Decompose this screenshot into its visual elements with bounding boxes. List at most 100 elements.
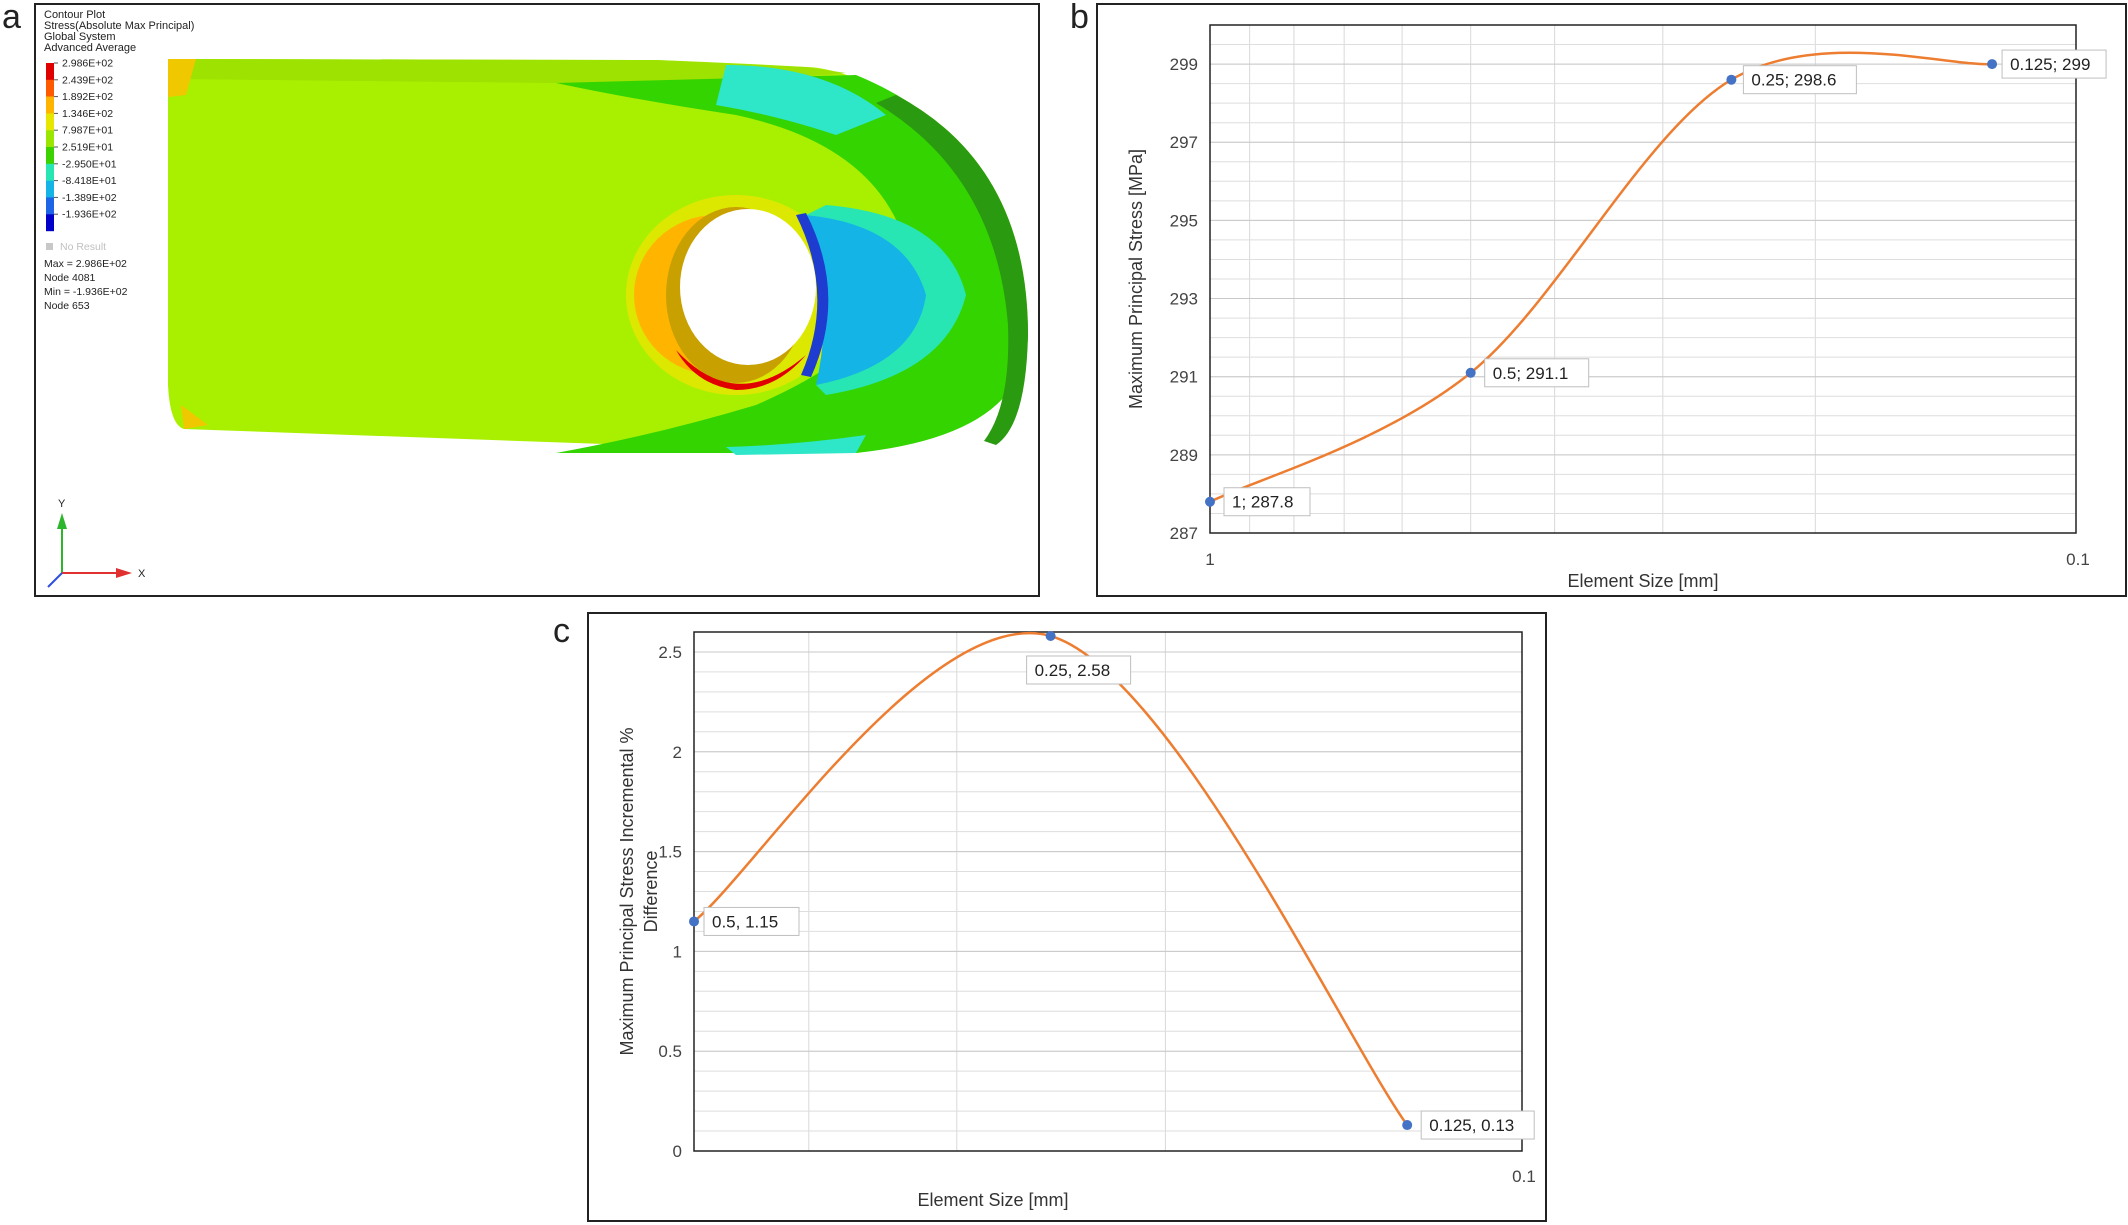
stress-blue-zone	[806, 215, 936, 385]
plot-area	[1209, 24, 2077, 534]
legend-footer-line: Node 4081	[44, 272, 96, 284]
legend-level-label: 1.892E+02	[62, 91, 113, 103]
legend-color-swatch	[46, 214, 54, 232]
legend-level-label: -1.389E+02	[62, 192, 117, 204]
legend-color-swatch	[46, 96, 54, 114]
data-point	[1465, 367, 1476, 378]
data-point	[1987, 59, 1998, 70]
hole-opening	[680, 209, 816, 365]
data-label-box	[1420, 1110, 1535, 1140]
data-label-box	[1026, 655, 1132, 685]
legend-color-swatch	[46, 180, 54, 198]
data-label: 0.5, 1.15	[712, 912, 778, 931]
y-tick-label: 287	[1170, 524, 1198, 543]
panel-c-frame: 0 0.5 1 1.5 2 2.5 0.1 Element Size [mm] Maximum …	[587, 612, 1547, 1222]
y-tick-label: 297	[1170, 133, 1198, 152]
legend-header-line: Advanced Average	[44, 42, 136, 54]
legend-color-swatch	[46, 63, 54, 80]
legend-footer-line: Node 653	[44, 300, 90, 312]
data-point	[1726, 74, 1737, 85]
series-line	[693, 632, 1409, 1126]
y-tick-label: 1	[673, 942, 682, 961]
cyan-top	[716, 65, 886, 135]
legend-level-label: 2.986E+02	[62, 58, 113, 70]
legend-level-label: 7.987E+01	[62, 125, 113, 137]
legend-header-line: Stress(Absolute Max Principal)	[44, 20, 194, 32]
legend-color-swatch	[46, 79, 54, 97]
hole-red-zone	[676, 350, 806, 390]
y-axis-title-line: Difference	[641, 851, 661, 933]
y-tick-label: 299	[1170, 55, 1198, 74]
data-label-box	[1742, 65, 1857, 95]
y-tick-label: 0	[673, 1142, 682, 1161]
data-point	[1045, 630, 1056, 641]
y-tick-label: 295	[1170, 211, 1198, 230]
incremental-difference-chart: 0 0.5 1 1.5 2 2.5 0.1 Element Size [mm] Maximum …	[617, 630, 1536, 1210]
y-tick-label: 2	[673, 743, 682, 762]
left-edge-bottom	[181, 405, 208, 429]
data-label-box	[1223, 487, 1311, 517]
legend-level-label: 2.439E+02	[62, 74, 113, 86]
coordinate-triad: Y X	[47, 498, 146, 588]
y-tick-label: 0.5	[658, 1042, 682, 1061]
cyan-bottom	[726, 435, 866, 455]
x-tick-label: 0.1	[2066, 550, 2090, 569]
data-point	[1402, 1120, 1413, 1131]
data-point	[689, 916, 699, 927]
panel-b-frame: 287 289 291 293 295 297 299 1 0.1 Element Size [m…	[1096, 3, 2127, 597]
end-thickness	[876, 95, 1028, 445]
legend-color-swatch	[46, 197, 54, 215]
no-result-swatch	[46, 243, 53, 250]
legend-color-swatch	[46, 147, 54, 164]
y-tick-label: 293	[1170, 290, 1198, 309]
data-label: 0.25, 2.58	[1035, 661, 1111, 680]
series-line	[1209, 51, 1993, 503]
data-label-box	[703, 906, 800, 936]
data-label-box	[2001, 49, 2107, 79]
plate-top-edge	[168, 59, 846, 83]
data-label: 0.125, 0.13	[1429, 1116, 1514, 1135]
legend-level-label: -1.936E+02	[62, 209, 117, 221]
no-result-label: No Result	[60, 241, 106, 253]
data-label-box	[1484, 358, 1590, 388]
legend-level-label: -8.418E+01	[62, 175, 117, 187]
x-tick-label: 0.1	[1512, 1167, 1536, 1186]
data-label: 0.25; 298.6	[1751, 71, 1836, 90]
stress-vs-element-size-chart: 287 289 291 293 295 297 299 1 0.1 Element Size [m…	[1126, 24, 2107, 591]
legend-level-label: -2.950E+01	[62, 158, 117, 170]
data-label: 0.125; 299	[2010, 55, 2090, 74]
data-label: 1; 287.8	[1232, 493, 1293, 512]
legend-footer-line: Min = -1.936E+02	[44, 286, 128, 298]
legend-header-line: Global System	[44, 31, 116, 43]
legend-footer-line: Max = 2.986E+02	[44, 258, 127, 270]
legend-header-line: Contour Plot	[44, 9, 105, 21]
panel-a-frame: Y X Contour Plot Stress(Absolute Max Prin…	[34, 3, 1040, 597]
plot-area	[693, 631, 1523, 1152]
panel-c-letter: c	[553, 612, 570, 650]
y-axis-title: Maximum Principal Stress [MPa]	[1126, 149, 1146, 409]
y-tick-label: 2.5	[658, 643, 682, 662]
legend-color-swatch	[46, 130, 54, 148]
panel-b-letter: b	[1070, 0, 1089, 36]
legend-level-label: 2.519E+01	[62, 142, 113, 154]
y-tick-label: 289	[1170, 446, 1198, 465]
y-tick-label: 1.5	[658, 843, 682, 862]
data-point	[1205, 496, 1215, 507]
x-axis-title: Element Size [mm]	[1567, 571, 1718, 591]
legend-color-swatch	[46, 113, 54, 131]
legend-color-swatch	[46, 163, 54, 181]
y-tick-label: 291	[1170, 368, 1198, 387]
hole-blue-edge	[796, 213, 829, 377]
legend-level-label: 1.346E+02	[62, 108, 113, 120]
left-edge-top	[168, 59, 196, 97]
x-tick-label: 1	[1205, 550, 1214, 569]
x-axis-title: Element Size [mm]	[917, 1190, 1068, 1210]
triad-y-label: Y	[58, 498, 66, 510]
y-axis-title-line: Maximum Principal Stress Incremental %	[617, 727, 637, 1055]
stress-cyan-zone	[806, 205, 966, 395]
panel-a-letter: a	[2, 0, 21, 36]
triad-x-label: X	[138, 568, 146, 580]
data-label: 0.5; 291.1	[1493, 364, 1569, 383]
